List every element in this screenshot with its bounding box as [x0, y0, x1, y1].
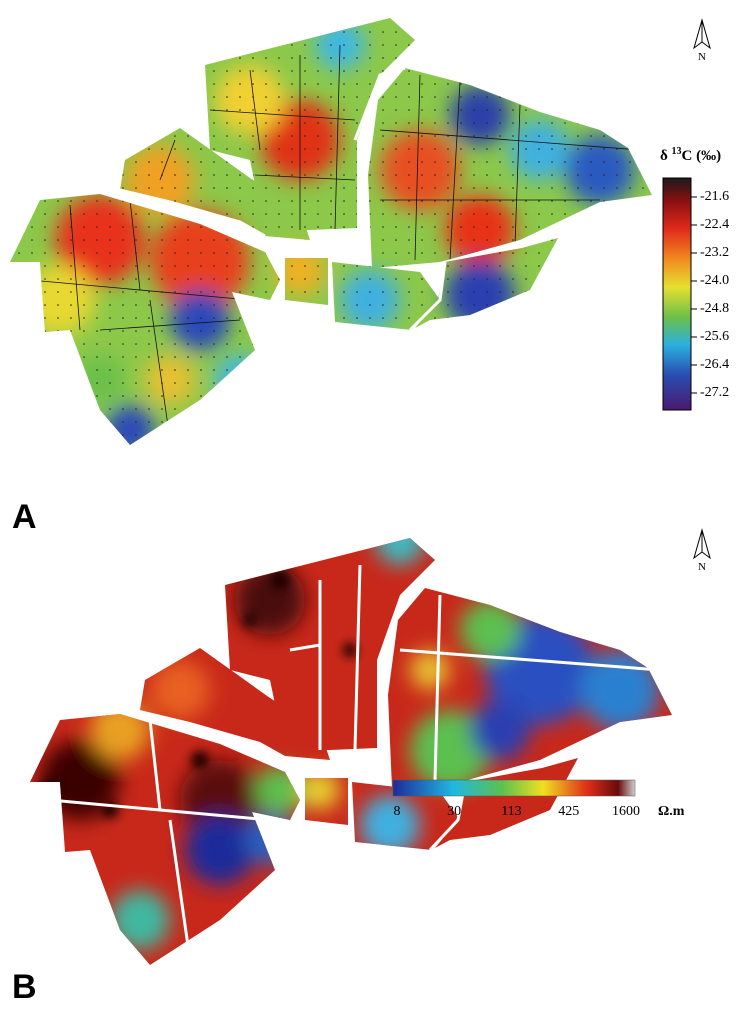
- isotope-map: [0, 0, 660, 455]
- resistivity-map-wrap: [20, 515, 680, 970]
- legend-tick-label: -22.4: [700, 217, 729, 232]
- legend-tick-label: -24.0: [700, 273, 729, 288]
- colorbar: [663, 178, 691, 410]
- legend-tick-label: -24.8: [700, 301, 729, 316]
- legend-tick-label: -25.6: [700, 329, 729, 344]
- north-arrow: [694, 530, 710, 558]
- legend-tick-label: 30: [447, 804, 461, 819]
- legend-tick-label: -26.4: [700, 357, 729, 372]
- legend-superscript: 13: [672, 146, 682, 157]
- legend-tick-label: 8: [394, 804, 401, 819]
- legend-tick-label: -23.2: [700, 245, 729, 260]
- legend-unit: Ω.m: [658, 804, 685, 819]
- colorbar: [393, 780, 635, 796]
- north-label: N: [698, 51, 706, 63]
- legend-tick-label: 425: [558, 804, 579, 819]
- figure: N δ 13C (‰) -21.6 -22.4 -23.2 -24.0 -24.8 -25…: [0, 0, 754, 1009]
- legend-symbol: δ: [660, 148, 668, 164]
- north-arrow: [694, 20, 710, 48]
- resistivity-map: [20, 515, 680, 970]
- panel-label: B: [12, 968, 37, 1006]
- legend-tick-label: 113: [501, 804, 521, 819]
- legend-tick-label: 1600: [612, 804, 640, 819]
- legend-unit: C (‰): [682, 148, 722, 164]
- legend-tick-label: -27.2: [700, 385, 729, 400]
- legend-tick-label: -21.6: [700, 189, 729, 204]
- north-label: N: [698, 561, 706, 573]
- panel-label: A: [12, 498, 37, 536]
- legend-title: δ 13C (‰): [660, 146, 721, 164]
